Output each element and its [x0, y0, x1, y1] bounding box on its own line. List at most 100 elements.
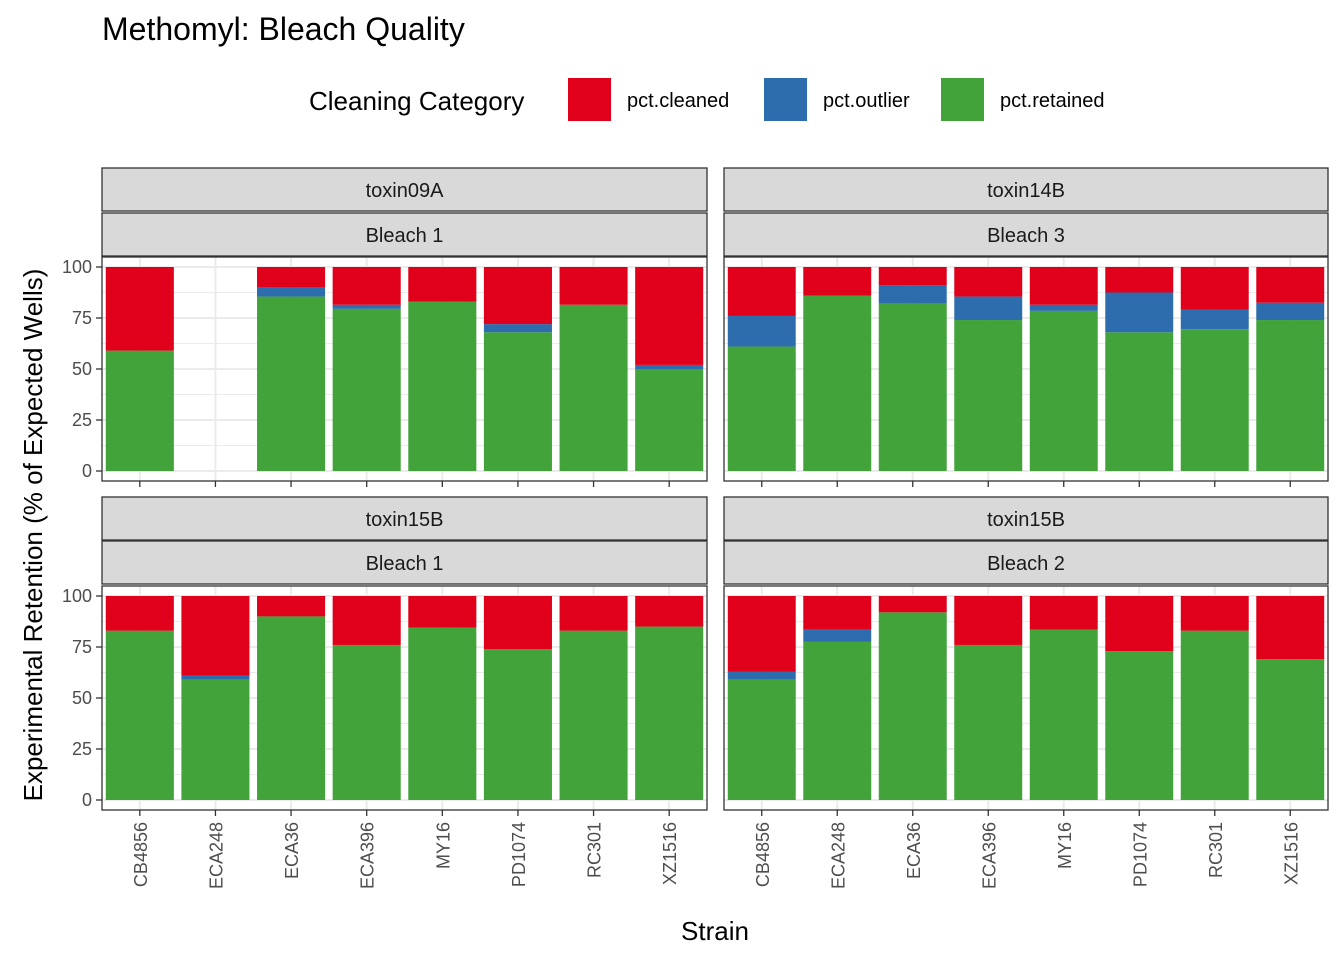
bar-segment-pct-cleaned-CB4856	[105, 267, 174, 351]
bar-segment-pct-cleaned-ECA396	[954, 596, 1023, 645]
bar-segment-pct-cleaned-XZ1516	[635, 596, 704, 627]
legend-label: pct.outlier	[823, 90, 910, 112]
bar-segment-pct-cleaned-XZ1516	[635, 267, 704, 365]
facet-strip-top	[101, 496, 708, 541]
facet-strip-top-label: toxin15B	[987, 509, 1065, 531]
bar-segment-pct-cleaned-PD1074	[483, 596, 552, 650]
chart-title: Methomyl: Bleach Quality	[102, 11, 465, 47]
facet-strip-bottom	[101, 540, 708, 585]
y-tick-label: 50	[72, 688, 92, 708]
bar-segment-pct-cleaned-XZ1516	[1256, 596, 1325, 660]
facet-strip-bottom-label: Bleach 2	[987, 553, 1065, 575]
bar-segment-pct-retained-ECA248	[181, 679, 250, 800]
bar-segment-pct-cleaned-ECA248	[181, 596, 250, 676]
bar-segment-pct-cleaned-ECA36	[257, 596, 326, 617]
panel-border	[723, 585, 1329, 811]
x-tick-label: ECA396	[358, 822, 378, 889]
legend-label: pct.retained	[1000, 90, 1105, 112]
bar-segment-pct-retained-RC301	[559, 304, 628, 471]
facet-strip-top	[101, 167, 708, 212]
facet-strip-bottom-label: Bleach 3	[987, 225, 1065, 247]
bar-segment-pct-retained-XZ1516	[635, 369, 704, 471]
legend: Cleaning Category pct.cleaned pct.outlier…	[309, 78, 1105, 121]
bar-segment-pct-retained-ECA36	[257, 296, 326, 471]
y-tick-label: 75	[72, 308, 92, 328]
bar-segment-pct-retained-CB4856	[105, 350, 174, 471]
facet-strip-top-label: toxin15B	[366, 509, 444, 531]
panel-border	[723, 256, 1329, 482]
bar-segment-pct-retained-RC301	[559, 630, 628, 800]
bar-segment-pct-retained-ECA396	[954, 320, 1023, 471]
bar-segment-pct-cleaned-CB4856	[105, 596, 174, 631]
bar-segment-pct-cleaned-RC301	[559, 267, 628, 305]
facet-strip-top	[723, 496, 1329, 541]
bar-segment-pct-cleaned-ECA396	[332, 267, 401, 305]
y-tick-label: 50	[72, 359, 92, 379]
bar-segment-pct-retained-MY16	[408, 627, 477, 800]
bar-segment-pct-retained-XZ1516	[1256, 320, 1325, 471]
y-tick-label: 0	[82, 461, 92, 481]
bar-segment-pct-outlier-PD1074	[1105, 292, 1174, 333]
bar-segment-pct-outlier-MY16	[1029, 304, 1098, 311]
x-tick-label: MY16	[433, 822, 453, 869]
bar-segment-pct-outlier-PD1074	[483, 324, 552, 333]
bar-segment-pct-retained-PD1074	[483, 332, 552, 471]
x-tick-label: ECA36	[904, 822, 924, 879]
facet-strip-top	[723, 167, 1329, 212]
bar-segment-pct-cleaned-ECA248	[803, 596, 872, 630]
x-tick-label: ECA36	[282, 822, 302, 879]
legend-key-pct-outlier	[764, 78, 807, 121]
facet-panel: toxin09A Bleach 1 0 25 50 75 100	[62, 167, 708, 487]
bar-segment-pct-cleaned-MY16	[1029, 267, 1098, 305]
bar-segment-pct-cleaned-RC301	[1180, 596, 1249, 631]
facet-panel: toxin14B Bleach 3	[723, 167, 1329, 487]
bar-segment-pct-retained-PD1074	[1105, 651, 1174, 800]
bar-segment-pct-cleaned-RC301	[1180, 267, 1249, 310]
bar-segment-pct-outlier-ECA396	[332, 304, 401, 309]
x-tick-label: ECA248	[828, 822, 848, 889]
bar-segment-pct-outlier-CB4856	[727, 315, 796, 347]
bar-segment-pct-outlier-ECA36	[257, 287, 326, 297]
bar-segment-pct-retained-PD1074	[1105, 332, 1174, 471]
x-tick-label: XZ1516	[660, 822, 680, 885]
x-tick-label: RC301	[585, 822, 605, 878]
bar-segment-pct-retained-PD1074	[483, 649, 552, 800]
bar-segment-pct-cleaned-PD1074	[483, 267, 552, 325]
bar-segment-pct-outlier-RC301	[1180, 309, 1249, 330]
bar-segment-pct-retained-XZ1516	[1256, 659, 1325, 800]
x-tick-label: PD1074	[1130, 822, 1150, 887]
facet-strip-top-label: toxin14B	[987, 180, 1065, 202]
x-tick-label: MY16	[1055, 822, 1075, 869]
x-tick-label: RC301	[1206, 822, 1226, 878]
legend-key-pct-retained	[941, 78, 984, 121]
legend-label: pct.cleaned	[627, 90, 729, 112]
bar-segment-pct-cleaned-XZ1516	[1256, 267, 1325, 303]
legend-title: Cleaning Category	[309, 86, 524, 116]
facet-panel: toxin15B Bleach 1 0 25 50 75 100	[62, 496, 708, 816]
bar-segment-pct-outlier-ECA36	[878, 285, 947, 304]
y-axis-label: Experimental Retention (% of Expected We…	[18, 269, 48, 802]
bar-segment-pct-cleaned-ECA36	[878, 267, 947, 286]
panels: toxin09A Bleach 1 0 25 50 75 100 toxin14B Bleach…	[62, 167, 1329, 816]
bar-segment-pct-cleaned-PD1074	[1105, 596, 1174, 652]
bar-segment-pct-cleaned-MY16	[408, 267, 477, 302]
bar-segment-pct-outlier-ECA248	[181, 675, 250, 680]
bar-segment-pct-retained-RC301	[1180, 630, 1249, 800]
bar-segment-pct-cleaned-CB4856	[727, 267, 796, 316]
facet-strip-bottom	[723, 212, 1329, 257]
bar-segment-pct-cleaned-ECA36	[878, 596, 947, 613]
bar-segment-pct-cleaned-PD1074	[1105, 267, 1174, 293]
bar-segment-pct-retained-RC301	[1180, 329, 1249, 471]
x-tick-label: ECA396	[979, 822, 999, 889]
y-tick-label: 100	[62, 257, 92, 277]
bar-segment-pct-retained-ECA36	[878, 303, 947, 471]
y-tick-label: 75	[72, 637, 92, 657]
bar-segment-pct-outlier-XZ1516	[1256, 302, 1325, 321]
bar-segment-pct-retained-ECA248	[803, 295, 872, 471]
x-tick-label: ECA248	[206, 822, 226, 889]
y-tick-label: 25	[72, 410, 92, 430]
facet-strip-bottom-label: Bleach 1	[366, 553, 444, 575]
y-tick-label: 100	[62, 586, 92, 606]
bar-segment-pct-outlier-XZ1516	[635, 364, 704, 369]
